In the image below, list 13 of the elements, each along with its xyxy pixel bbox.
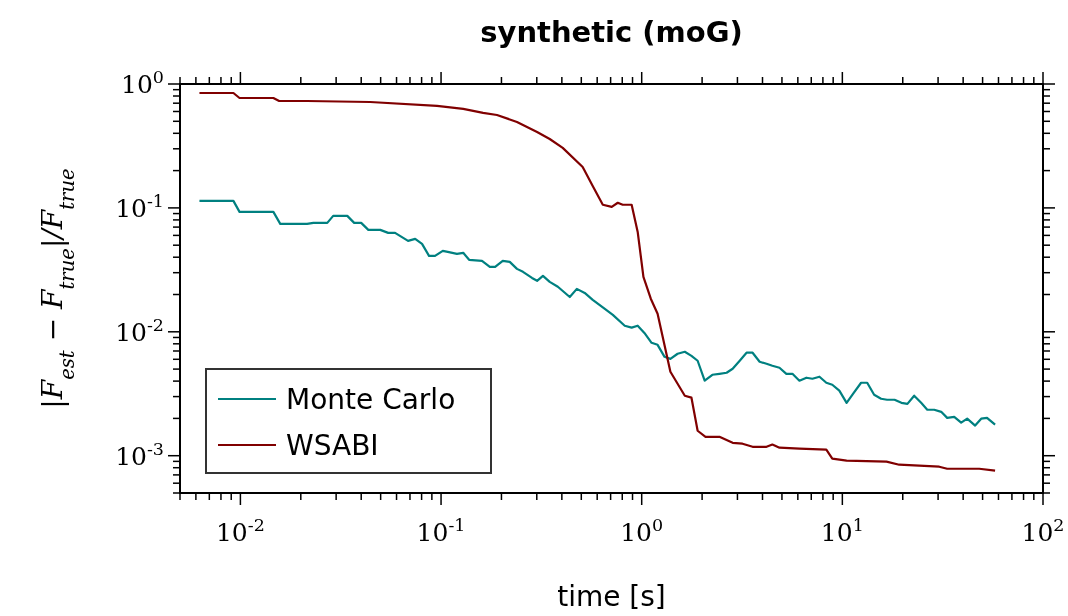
y-tick-label: 10$^{-1}$	[115, 190, 164, 223]
x-tick-label: 10$^{1}$	[820, 515, 864, 547]
y-tick-label: 10$^{-2}$	[115, 314, 164, 347]
x-tick-label: 10$^{-2}$	[215, 515, 265, 547]
legend-label: Monte Carlo	[286, 383, 456, 416]
legend-label: WSABI	[286, 429, 379, 462]
chart-title: synthetic (moG)	[480, 15, 743, 49]
x-axis-title: time [s]	[557, 580, 666, 613]
x-tick-label: 10$^{-1}$	[416, 515, 466, 547]
x-tick-label: 10$^{0}$	[620, 515, 664, 547]
y-tick-label: 10$^{-3}$	[115, 438, 164, 471]
x-tick-label: 10$^{2}$	[1021, 515, 1065, 547]
y-tick-label: 10$^{0}$	[121, 67, 164, 99]
